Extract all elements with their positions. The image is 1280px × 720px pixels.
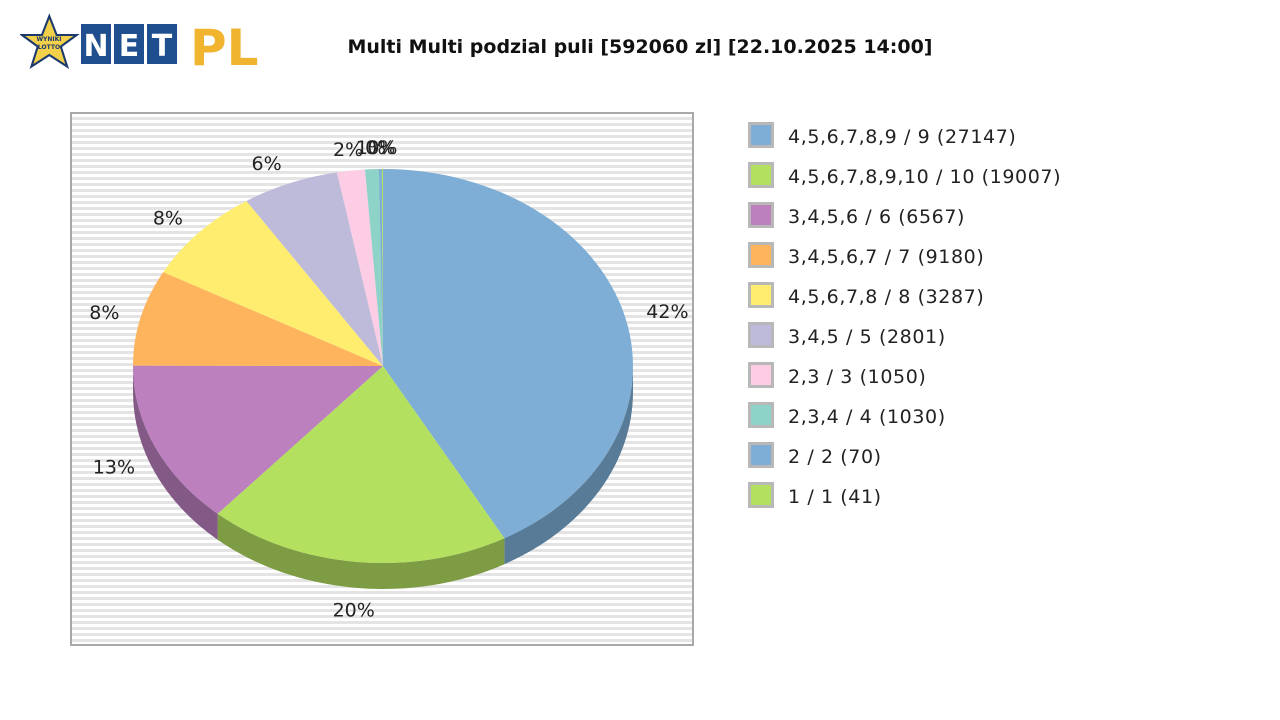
legend-swatch xyxy=(748,482,774,508)
pie-percent-label: 0% xyxy=(365,137,395,159)
pie-slice xyxy=(381,169,383,366)
pie-percent-label: 13% xyxy=(93,457,135,479)
net-pl-logo: WYNIKI LOTTO N E T PL xyxy=(20,13,259,72)
legend-label: 3,4,5,6 / 6 (6567) xyxy=(788,206,966,228)
pie-side-segment xyxy=(133,366,218,540)
logo-box-e xyxy=(114,24,144,64)
pie-side-segment xyxy=(217,513,505,589)
legend-swatch xyxy=(748,122,774,148)
legend-swatch xyxy=(748,282,774,308)
legend-swatch xyxy=(748,242,774,268)
legend-swatch xyxy=(748,402,774,428)
pie-percent-label: 6% xyxy=(252,153,282,175)
pie-slices xyxy=(133,169,633,564)
pie-slice xyxy=(246,172,383,366)
legend-swatch xyxy=(748,362,774,388)
legend-label: 4,5,6,7,8,9,10 / 10 (19007) xyxy=(788,166,1062,188)
logo-badge-text-1: WYNIKI xyxy=(36,36,61,43)
pie-percent-label: 2% xyxy=(333,139,363,161)
logo-box-n xyxy=(81,24,111,64)
logo-suffix-pl: PL xyxy=(190,19,259,72)
legend-swatch xyxy=(748,322,774,348)
legend-label: 4,5,6,7,8 / 8 (3287) xyxy=(788,286,985,308)
pie-slice xyxy=(383,169,633,539)
legend-label: 2,3 / 3 (1050) xyxy=(788,366,927,388)
chart-title: Multi Multi podzial puli [592060 zl] [22… xyxy=(347,36,933,58)
legend-label: 4,5,6,7,8,9 / 9 (27147) xyxy=(788,126,1017,148)
pie-percent-label: 20% xyxy=(333,600,375,622)
legend-label: 2,3,4 / 4 (1030) xyxy=(788,406,946,428)
pie-slice xyxy=(336,169,383,366)
logo-badge-text-2: LOTTO xyxy=(38,44,60,51)
pie-slice xyxy=(378,169,383,366)
legend-label: 3,4,5,6,7 / 7 (9180) xyxy=(788,246,985,268)
star-badge xyxy=(20,13,80,69)
pie-percent-label: 1% xyxy=(356,137,386,159)
pie-slice xyxy=(217,366,505,564)
pie-percent-label: 8% xyxy=(89,302,119,324)
pie-side xyxy=(133,366,633,589)
pie-side-segment xyxy=(504,366,633,565)
legend-swatch xyxy=(748,162,774,188)
legend-label: 2 / 2 (70) xyxy=(788,446,882,468)
pie-slice xyxy=(365,169,383,366)
logo-letter-t: T xyxy=(152,29,173,64)
pie-slice xyxy=(133,272,383,366)
legend-label: 1 / 1 (41) xyxy=(788,486,882,508)
logo-box-t xyxy=(147,24,177,64)
pie-percent-label: 8% xyxy=(153,208,183,230)
logo-letter-n: N xyxy=(83,29,108,64)
pie-slice xyxy=(133,365,383,514)
legend-swatch xyxy=(748,442,774,468)
pie-percent-label: 0% xyxy=(367,137,397,159)
pie-labels: 42%20%13%8%8%6%2%1%0%0% xyxy=(89,137,688,622)
legend-swatch xyxy=(748,202,774,228)
pie-slice xyxy=(163,200,383,366)
pie-percent-label: 42% xyxy=(646,301,688,323)
logo-letter-e: E xyxy=(119,29,140,64)
legend-label: 3,4,5 / 5 (2801) xyxy=(788,326,946,348)
